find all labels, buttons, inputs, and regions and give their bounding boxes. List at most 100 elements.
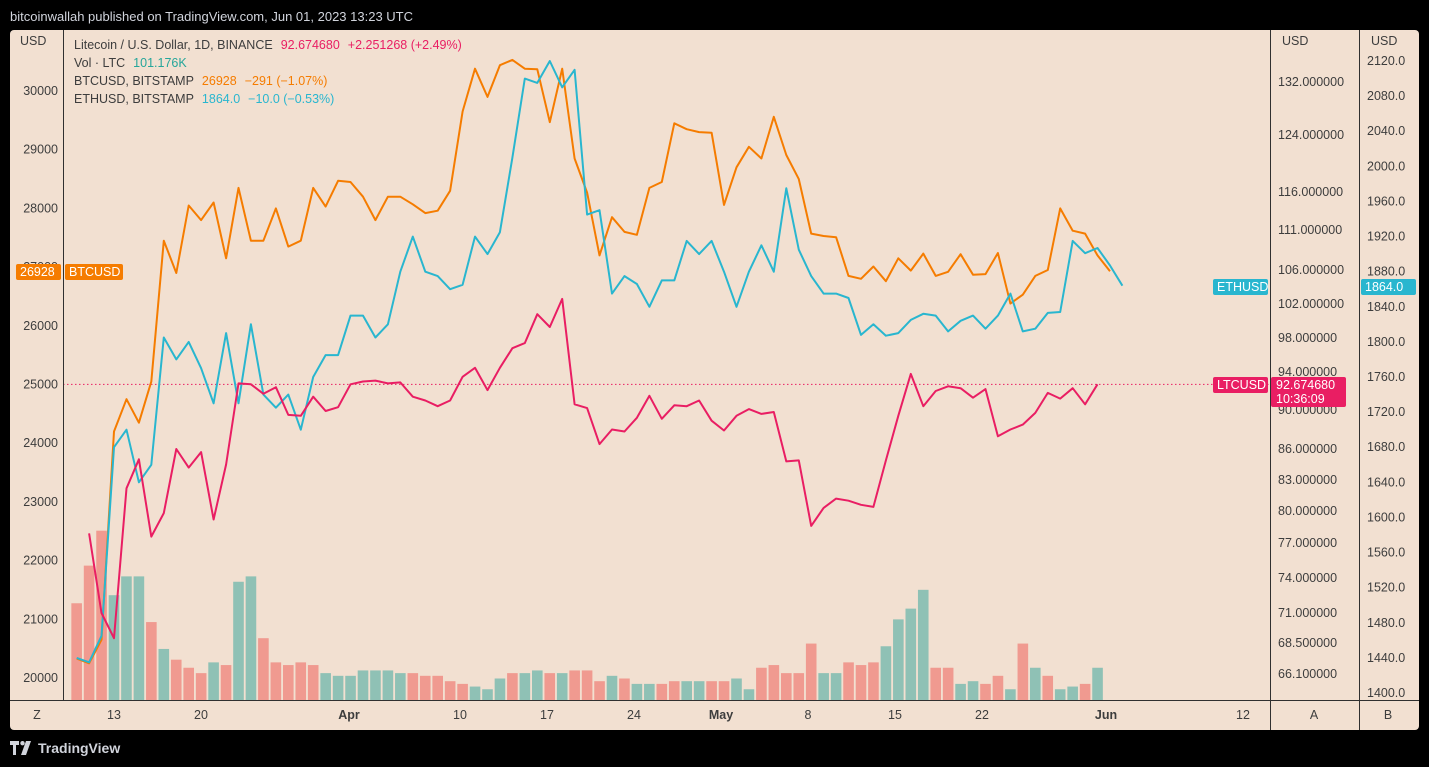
tradingview-logo[interactable]: TradingView bbox=[10, 740, 120, 756]
legend-item[interactable]: Litecoin / U.S. Dollar, 1D, BINANCE 92.67… bbox=[74, 38, 462, 52]
volume-bar bbox=[407, 673, 419, 700]
ltc-axis-tick: 106.000000 bbox=[1278, 263, 1344, 277]
legend-series-value: 26928 bbox=[202, 74, 237, 88]
legend-series-name: BTCUSD, BITSTAMP bbox=[74, 74, 194, 88]
ltc-axis-tick: 80.000000 bbox=[1278, 504, 1337, 518]
volume-bar bbox=[581, 670, 593, 700]
eth-axis-tick: 1640.0 bbox=[1367, 475, 1405, 489]
volume-bar bbox=[756, 667, 767, 700]
volume-bar bbox=[955, 683, 966, 700]
publish-text: bitcoinwallah published on TradingView.c… bbox=[10, 9, 414, 24]
chart-frame[interactable]: USD3000029000280002700026000250002400023… bbox=[10, 30, 1419, 730]
volume-bar bbox=[656, 683, 668, 700]
legend-series-value: 101.176K bbox=[133, 56, 187, 70]
auto-scale-button-eth[interactable]: B bbox=[1384, 708, 1392, 722]
price-chart[interactable]: USD3000029000280002700026000250002400023… bbox=[10, 30, 1419, 730]
ltc-axis-tick: 132.000000 bbox=[1278, 75, 1344, 89]
eth-axis-tick: 1400.0 bbox=[1367, 686, 1405, 700]
time-axis-tick: Apr bbox=[338, 708, 360, 722]
btc-label-tag: BTCUSD bbox=[65, 264, 123, 280]
ltc-axis-tick: 86.000000 bbox=[1278, 442, 1337, 456]
eth-axis-tick: 2040.0 bbox=[1367, 124, 1405, 138]
volume-bar bbox=[706, 681, 717, 700]
btc-price-tag-bg bbox=[16, 264, 61, 280]
volume-bar bbox=[905, 608, 917, 700]
left-axis-tick: 21000 bbox=[23, 612, 58, 626]
eth-axis-tick: 1600.0 bbox=[1367, 510, 1405, 524]
volume-bar bbox=[283, 665, 294, 700]
left-axis-tick: 22000 bbox=[23, 554, 58, 568]
legend-item[interactable]: BTCUSD, BITSTAMP 26928 −291 (−1.07%) bbox=[74, 74, 327, 88]
eth-axis-tick: 1520.0 bbox=[1367, 581, 1405, 595]
volume-bar bbox=[1017, 643, 1029, 700]
volume-bar bbox=[357, 670, 369, 700]
volume-bar bbox=[631, 683, 643, 700]
volume-bar bbox=[195, 673, 207, 700]
volume-bar bbox=[482, 689, 493, 700]
volume-bar bbox=[594, 681, 605, 700]
left-axis-tick: 26000 bbox=[23, 319, 58, 333]
volume-bar bbox=[917, 589, 929, 700]
ltc-axis-tick: 77.000000 bbox=[1278, 536, 1337, 550]
eth-axis-tick: 1480.0 bbox=[1367, 616, 1405, 630]
volume-bar bbox=[146, 622, 157, 700]
volume-bar bbox=[494, 678, 506, 700]
volume-bar bbox=[843, 662, 854, 700]
legend-item[interactable]: Vol · LTC 101.176K bbox=[74, 56, 187, 70]
ltc-label-tag-bg bbox=[1213, 377, 1268, 393]
ltc-axis-tick: 124.000000 bbox=[1278, 128, 1344, 142]
volume-bar bbox=[942, 667, 954, 700]
legend-series-change: −291 (−1.07%) bbox=[245, 74, 328, 88]
time-axis-tick: May bbox=[709, 708, 733, 722]
ltc-price-value: 92.674680 bbox=[1276, 378, 1335, 392]
volume-bar bbox=[668, 681, 680, 700]
volume-bar bbox=[793, 673, 805, 700]
left-axis-tick: 30000 bbox=[23, 84, 58, 98]
auto-scale-button-ltc[interactable]: A bbox=[1310, 708, 1319, 722]
zoom-reset-button[interactable]: Z bbox=[33, 708, 41, 722]
volume-bar bbox=[930, 667, 941, 700]
volume-bar bbox=[220, 665, 232, 700]
left-axis-unit: USD bbox=[20, 34, 46, 48]
left-axis-tick: 24000 bbox=[23, 436, 58, 450]
ltc-axis-tick: 83.000000 bbox=[1278, 473, 1337, 487]
volume-bar bbox=[606, 675, 618, 700]
ltc-axis-tick: 102.000000 bbox=[1278, 297, 1344, 311]
volume-bar bbox=[71, 603, 82, 700]
volume-bar bbox=[133, 576, 145, 700]
legend-series-value: 92.674680 bbox=[281, 38, 340, 52]
ethusd-line bbox=[76, 60, 1124, 664]
volume-bar bbox=[158, 648, 170, 700]
footer: TradingView bbox=[0, 732, 1429, 767]
time-axis-tick: 20 bbox=[194, 708, 208, 722]
time-axis-tick: 24 bbox=[627, 708, 641, 722]
ltc-label-tag: LTCUSD bbox=[1213, 377, 1268, 393]
btcusd-series bbox=[76, 58, 1111, 665]
volume-bar bbox=[1054, 689, 1066, 700]
volume-bar bbox=[419, 675, 431, 700]
volume-bar bbox=[345, 675, 356, 700]
volume-bar bbox=[855, 665, 867, 700]
volume-bar bbox=[743, 689, 755, 700]
ltcusd-line bbox=[88, 297, 1099, 640]
tradingview-icon bbox=[10, 741, 31, 755]
volume-bar bbox=[569, 670, 580, 700]
volume-bar bbox=[992, 675, 1004, 700]
volume-bar bbox=[1092, 667, 1103, 700]
left-axis-tick: 25000 bbox=[23, 378, 58, 392]
left-axis-tick: 29000 bbox=[23, 143, 58, 157]
eth-axis-tick: 1680.0 bbox=[1367, 440, 1405, 454]
volume-bar bbox=[805, 643, 817, 700]
volume-bar bbox=[880, 646, 892, 700]
legend-item[interactable]: ETHUSD, BITSTAMP 1864.0 −10.0 (−0.53%) bbox=[74, 92, 334, 106]
eth-axis-tick: 2080.0 bbox=[1367, 89, 1405, 103]
volume-bar bbox=[395, 673, 406, 700]
ltc-axis-tick: 116.000000 bbox=[1278, 185, 1343, 199]
eth-axis-tick: 2120.0 bbox=[1367, 54, 1405, 68]
ltc-axis-tick: 68.500000 bbox=[1278, 636, 1337, 650]
volume-bar bbox=[320, 673, 331, 700]
volume-bar bbox=[693, 681, 705, 700]
legend-series-name: ETHUSD, BITSTAMP bbox=[74, 92, 194, 106]
btcusd-line bbox=[76, 58, 1111, 665]
